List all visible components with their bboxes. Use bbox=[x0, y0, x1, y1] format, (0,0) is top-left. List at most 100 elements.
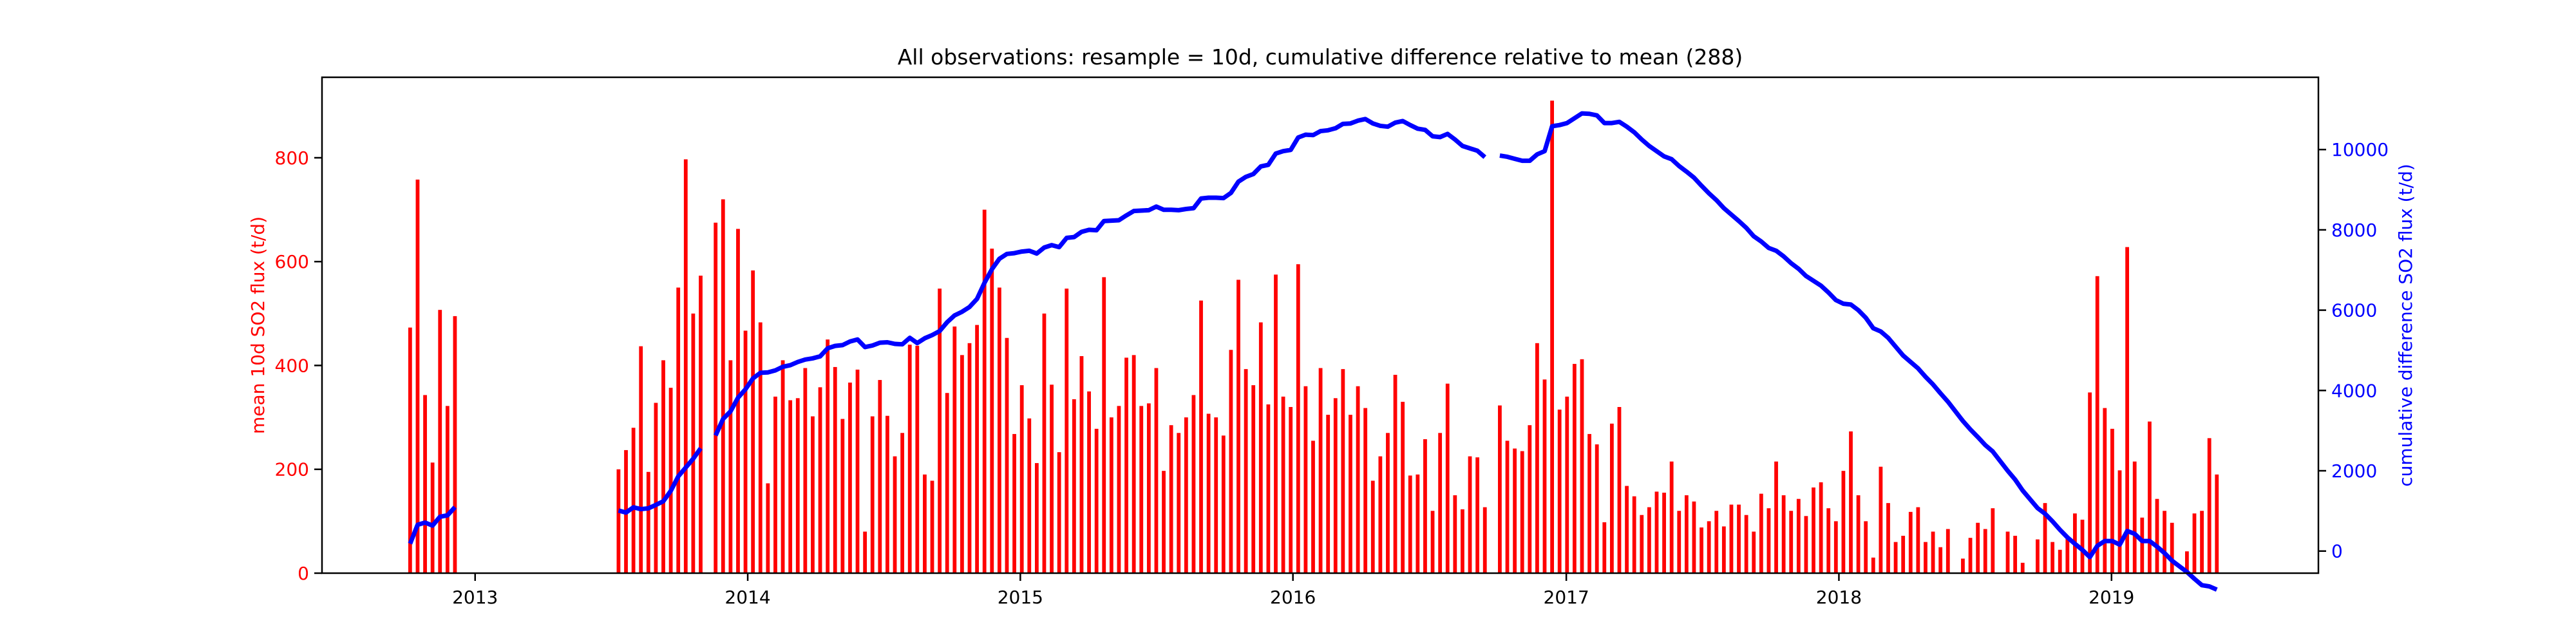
bar bbox=[1019, 385, 1024, 573]
bar bbox=[1841, 471, 1846, 573]
bar bbox=[803, 368, 808, 573]
bar bbox=[826, 339, 830, 573]
bar bbox=[1453, 495, 1457, 573]
bar bbox=[811, 416, 815, 573]
x-tick-label: 2014 bbox=[724, 587, 770, 608]
bar bbox=[1289, 406, 1293, 573]
bar bbox=[2207, 438, 2211, 573]
bar bbox=[1804, 516, 1808, 573]
bar bbox=[699, 276, 703, 573]
bar bbox=[788, 400, 793, 573]
bar bbox=[2215, 474, 2219, 573]
bar bbox=[639, 346, 643, 573]
bar bbox=[766, 483, 770, 573]
bar bbox=[1700, 527, 1703, 573]
bar bbox=[1206, 413, 1211, 573]
bar bbox=[631, 428, 636, 573]
bar bbox=[1580, 359, 1584, 573]
y-axis-right: 0 2000 4000 6000 8000 10000 bbox=[2318, 139, 2389, 562]
bar bbox=[1318, 368, 1323, 573]
bar bbox=[1819, 482, 1823, 573]
bar bbox=[646, 471, 650, 573]
bar bbox=[930, 480, 934, 573]
y-left-tick-label: 400 bbox=[275, 355, 309, 376]
bar bbox=[2095, 276, 2099, 573]
bar bbox=[1498, 405, 1502, 573]
bar bbox=[938, 289, 942, 573]
bar bbox=[721, 199, 725, 574]
bar bbox=[1864, 521, 1868, 573]
line-layer bbox=[408, 111, 2218, 592]
bar bbox=[1475, 457, 1480, 573]
bar bbox=[1535, 343, 1539, 573]
bar bbox=[2013, 535, 2018, 573]
bar bbox=[1766, 508, 1771, 573]
bar bbox=[445, 406, 450, 573]
bar bbox=[2200, 511, 2204, 573]
bar bbox=[1378, 456, 1383, 573]
bar bbox=[2148, 421, 2152, 573]
bar bbox=[1565, 396, 1569, 573]
bar bbox=[886, 415, 889, 573]
bar bbox=[2125, 247, 2130, 573]
bar bbox=[1401, 401, 1405, 573]
bar bbox=[1886, 503, 1890, 573]
bar bbox=[1908, 511, 1913, 573]
bar bbox=[1916, 507, 1920, 573]
bar bbox=[1692, 501, 1696, 573]
bar bbox=[1595, 444, 1599, 573]
bar bbox=[1871, 557, 1875, 573]
bar bbox=[1684, 495, 1689, 573]
x-tick-label: 2017 bbox=[1544, 587, 1589, 608]
bar bbox=[1258, 322, 1263, 573]
bar bbox=[616, 469, 621, 573]
bar bbox=[1924, 542, 1927, 573]
bar bbox=[1976, 522, 1980, 573]
bar bbox=[1893, 542, 1898, 573]
bar bbox=[863, 531, 867, 573]
bar bbox=[1199, 300, 1203, 573]
bar bbox=[1393, 375, 1397, 573]
bar bbox=[1640, 515, 1644, 573]
bar bbox=[1050, 384, 1054, 573]
bar bbox=[1266, 404, 1271, 573]
y-right-tick-label: 4000 bbox=[2331, 380, 2377, 401]
y-axis-right-label: cumulative difference SO2 flux (t/d) bbox=[2395, 164, 2416, 486]
bar bbox=[915, 345, 920, 573]
bar bbox=[430, 462, 435, 573]
bar bbox=[408, 327, 412, 573]
bar bbox=[1647, 507, 1651, 573]
y-right-tick-label: 8000 bbox=[2331, 220, 2377, 241]
bar bbox=[1625, 486, 1629, 573]
bar bbox=[2110, 428, 2114, 573]
bar bbox=[1528, 425, 1532, 573]
bar bbox=[2065, 536, 2070, 573]
bar bbox=[1901, 535, 1906, 573]
bar bbox=[1124, 357, 1128, 573]
y-axis-left: 0 200 400 600 800 bbox=[275, 147, 322, 584]
bar bbox=[1737, 504, 1741, 573]
bar bbox=[2170, 522, 2174, 573]
bar bbox=[1729, 504, 1734, 573]
bar bbox=[1027, 418, 1032, 573]
bar bbox=[1587, 433, 1591, 573]
bar bbox=[952, 327, 957, 573]
bar bbox=[818, 387, 822, 573]
bar bbox=[1609, 423, 1614, 573]
bar bbox=[1012, 433, 1016, 573]
bar bbox=[855, 369, 860, 573]
bar bbox=[2050, 542, 2055, 573]
bar bbox=[1162, 471, 1166, 573]
bar bbox=[907, 345, 912, 573]
x-tick-label: 2015 bbox=[998, 587, 1043, 608]
bar bbox=[1386, 433, 1390, 573]
y-left-tick-label: 800 bbox=[275, 147, 309, 169]
bar bbox=[878, 380, 882, 573]
bar bbox=[1079, 355, 1084, 573]
bar bbox=[1296, 264, 1300, 573]
bar bbox=[1333, 398, 1338, 573]
bar bbox=[1139, 406, 1144, 573]
bars-layer bbox=[408, 100, 2219, 574]
x-tick-label: 2013 bbox=[452, 587, 498, 608]
bar bbox=[714, 222, 718, 573]
